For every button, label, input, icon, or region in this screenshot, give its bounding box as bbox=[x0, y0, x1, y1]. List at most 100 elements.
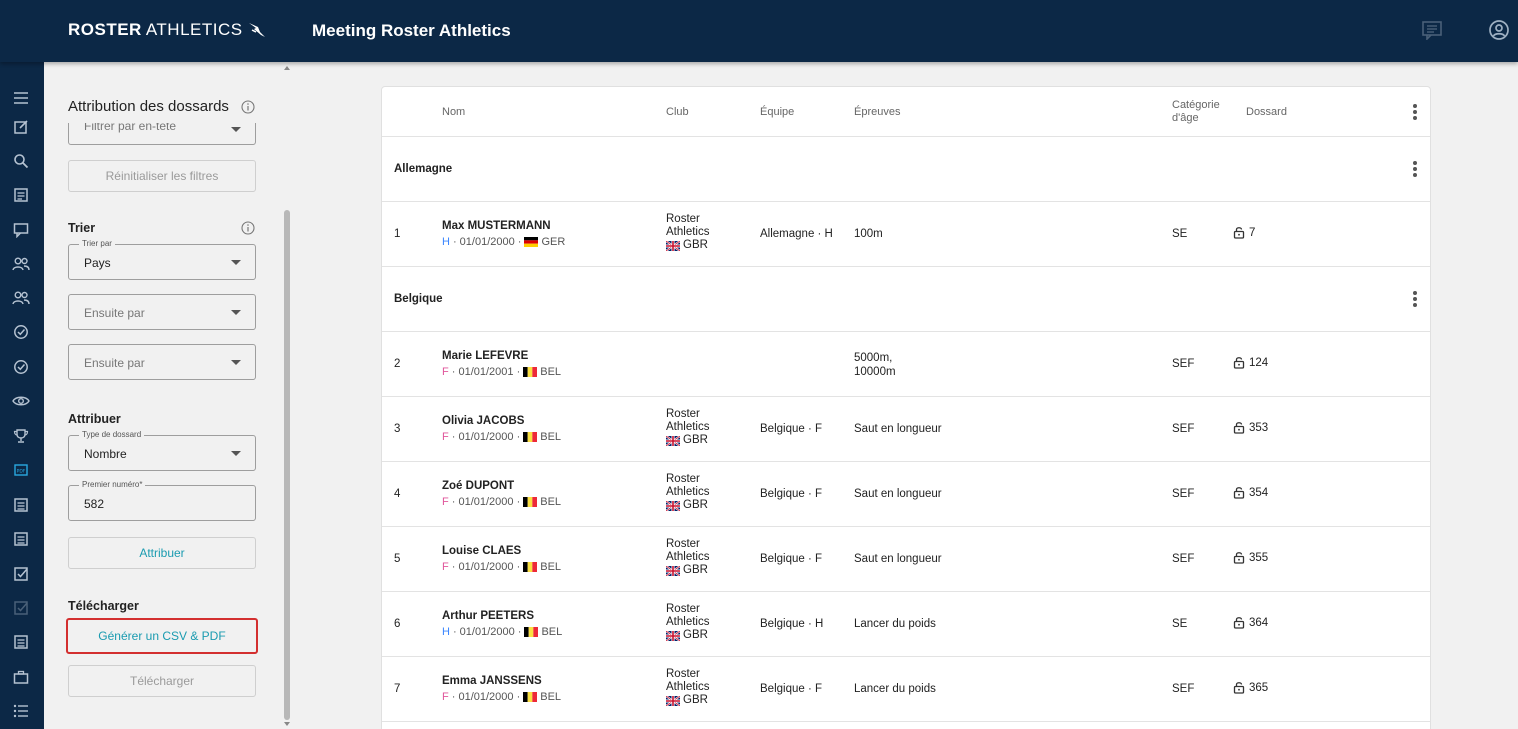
menu-icon[interactable] bbox=[11, 88, 31, 108]
table-row[interactable]: 3 Olivia JACOBS F · 01/01/2000 · BEL Ros… bbox=[382, 397, 1430, 462]
events-cell: Lancer du poids bbox=[854, 618, 936, 630]
download-button[interactable]: Télécharger bbox=[68, 665, 256, 697]
info-icon[interactable] bbox=[241, 100, 255, 114]
group-label: Belgique bbox=[394, 293, 443, 305]
club-name-line2: Athletics bbox=[666, 551, 710, 563]
lock-open-icon[interactable] bbox=[1233, 356, 1245, 369]
events-cell: Lancer du poids bbox=[854, 683, 936, 695]
table-row[interactable]: 4 Zoé DUPONT F · 01/01/2000 · BEL Roster… bbox=[382, 462, 1430, 527]
club-country-code: GBR bbox=[683, 564, 708, 576]
table-row[interactable]: 6 Arthur PEETERS H · 01/01/2000 · BEL Ro… bbox=[382, 592, 1430, 657]
club-name-line2: Athletics bbox=[666, 226, 710, 238]
athlete-name[interactable]: Olivia JACOBS bbox=[442, 415, 525, 427]
athlete-name[interactable]: Max MUSTERMANN bbox=[442, 220, 551, 232]
row-number: 1 bbox=[394, 228, 401, 240]
bullet-list-icon[interactable] bbox=[11, 701, 31, 721]
list-alt-icon[interactable] bbox=[11, 495, 31, 515]
panel-scrollbar[interactable] bbox=[282, 62, 292, 729]
reset-filters-button[interactable]: Réinitialiser les filtres bbox=[68, 160, 256, 192]
people-outline-icon[interactable] bbox=[11, 288, 31, 308]
generate-csv-pdf-button[interactable]: Générer un CSV & PDF bbox=[66, 618, 258, 654]
then-by-select-2[interactable]: Ensuite par bbox=[68, 344, 256, 380]
flag-bel-icon bbox=[523, 562, 538, 572]
column-bib[interactable]: Dossard bbox=[1246, 106, 1287, 118]
lock-open-icon[interactable] bbox=[1233, 486, 1245, 499]
filter-header-field[interactable]: Filtrer par en-tête bbox=[68, 123, 256, 145]
lock-open-icon[interactable] bbox=[1233, 421, 1245, 434]
checkbox-icon[interactable] bbox=[11, 564, 31, 584]
athlete-name[interactable]: Louise CLAES bbox=[442, 545, 522, 557]
athlete-country: BEL bbox=[540, 691, 562, 703]
lock-open-icon[interactable] bbox=[1233, 616, 1245, 629]
column-events[interactable]: Épreuves bbox=[854, 106, 901, 118]
club-name-line2: Athletics bbox=[666, 681, 710, 693]
events-cell: Saut en longueur bbox=[854, 423, 942, 435]
club-name-line2: Athletics bbox=[666, 421, 710, 433]
edit-icon[interactable] bbox=[11, 117, 31, 137]
search-icon[interactable] bbox=[11, 151, 31, 171]
eye-icon[interactable] bbox=[11, 391, 31, 411]
age-category-cell: SEF bbox=[1172, 358, 1195, 370]
table-header: Nom Club Équipe Épreuves Catégorie d'âge… bbox=[382, 87, 1430, 137]
logo-light-text: ATHLETICS bbox=[145, 20, 243, 39]
athlete-name[interactable]: Marie LEFEVRE bbox=[442, 350, 529, 362]
column-age-category-line2: d'âge bbox=[1172, 112, 1199, 124]
table-row[interactable]: 7 Emma JANSSENS F · 01/01/2000 · BEL Ros… bbox=[382, 657, 1430, 722]
chevron-down-icon bbox=[231, 310, 241, 315]
more-vert-icon[interactable] bbox=[1413, 291, 1417, 307]
column-club[interactable]: Club bbox=[666, 106, 689, 118]
column-team[interactable]: Équipe bbox=[760, 106, 795, 118]
trophy-icon[interactable] bbox=[11, 426, 31, 446]
list-alt-3-icon[interactable] bbox=[11, 632, 31, 652]
check-circle-icon[interactable] bbox=[11, 322, 31, 342]
athlete-name[interactable]: Zoé DUPONT bbox=[442, 480, 515, 492]
lock-open-icon[interactable] bbox=[1233, 226, 1245, 239]
event-line2: 10000m bbox=[854, 366, 896, 378]
scroll-down-arrow-icon[interactable] bbox=[283, 721, 291, 727]
more-vert-icon[interactable] bbox=[1413, 104, 1417, 120]
team-cell: Belgique · F bbox=[760, 488, 823, 500]
assign-button[interactable]: Attribuer bbox=[68, 537, 256, 569]
club-name-line1: Roster bbox=[666, 603, 700, 615]
briefcase-icon[interactable] bbox=[11, 667, 31, 687]
bib-number: 354 bbox=[1249, 486, 1269, 499]
column-name[interactable]: Nom bbox=[442, 106, 466, 118]
club-cell: Roster Athletics GBR bbox=[666, 213, 736, 252]
athlete-dob: · 01/01/2000 · bbox=[451, 496, 521, 508]
list-alt-2-icon[interactable] bbox=[11, 529, 31, 549]
row-number: 7 bbox=[394, 683, 401, 695]
top-bar: ROSTER ATHLETICS Meeting Roster Athletic… bbox=[0, 0, 1518, 62]
sort-info-icon[interactable] bbox=[241, 221, 255, 235]
column-age-category[interactable]: Catégorie d'âge bbox=[1172, 99, 1220, 125]
table-row[interactable]: 1 Max MUSTERMANN H · 01/01/2000 · GER Ro… bbox=[382, 202, 1430, 267]
events-cell: 5000m, 10000m bbox=[854, 351, 896, 379]
people-icon[interactable] bbox=[11, 254, 31, 274]
checkbox-disabled-icon[interactable] bbox=[11, 598, 31, 618]
page-title: Meeting Roster Athletics bbox=[312, 21, 511, 40]
table-row[interactable]: 2 Marie LEFEVRE F · 01/01/2001 · BEL 500… bbox=[382, 332, 1430, 397]
pdf-icon[interactable]: PDF bbox=[11, 460, 31, 480]
more-vert-icon[interactable] bbox=[1413, 161, 1417, 177]
team-cell: Belgique · F bbox=[760, 423, 823, 435]
check-circle-outline-icon[interactable] bbox=[11, 357, 31, 377]
lock-open-icon[interactable] bbox=[1233, 551, 1245, 564]
lock-open-icon[interactable] bbox=[1233, 681, 1245, 694]
athlete-name[interactable]: Arthur PEETERS bbox=[442, 610, 535, 622]
logo[interactable]: ROSTER ATHLETICS bbox=[68, 20, 267, 40]
athlete-name[interactable]: Emma JANSSENS bbox=[442, 675, 542, 687]
club-country-code: GBR bbox=[683, 499, 708, 511]
athlete-country: BEL bbox=[540, 496, 562, 508]
bib-type-select[interactable]: Type de dossard Nombre bbox=[68, 430, 256, 471]
account-circle-icon[interactable] bbox=[1487, 18, 1511, 42]
table-row[interactable]: 5 Louise CLAES F · 01/01/2000 · BEL Rost… bbox=[382, 527, 1430, 592]
club-cell: Roster Athletics GBR bbox=[666, 408, 736, 447]
scroll-thumb[interactable] bbox=[284, 210, 290, 720]
then-by-select-1[interactable]: Ensuite par bbox=[68, 294, 256, 330]
sort-by-select[interactable]: Trier par Pays bbox=[68, 239, 256, 280]
first-number-input[interactable]: Premier numéro* 582 bbox=[68, 480, 256, 521]
athlete-meta: F · 01/01/2001 · BEL bbox=[442, 366, 561, 378]
chat-icon[interactable] bbox=[1420, 18, 1444, 42]
comment-icon[interactable] bbox=[11, 220, 31, 240]
list-icon[interactable] bbox=[11, 185, 31, 205]
scroll-up-arrow-icon[interactable] bbox=[283, 65, 291, 71]
